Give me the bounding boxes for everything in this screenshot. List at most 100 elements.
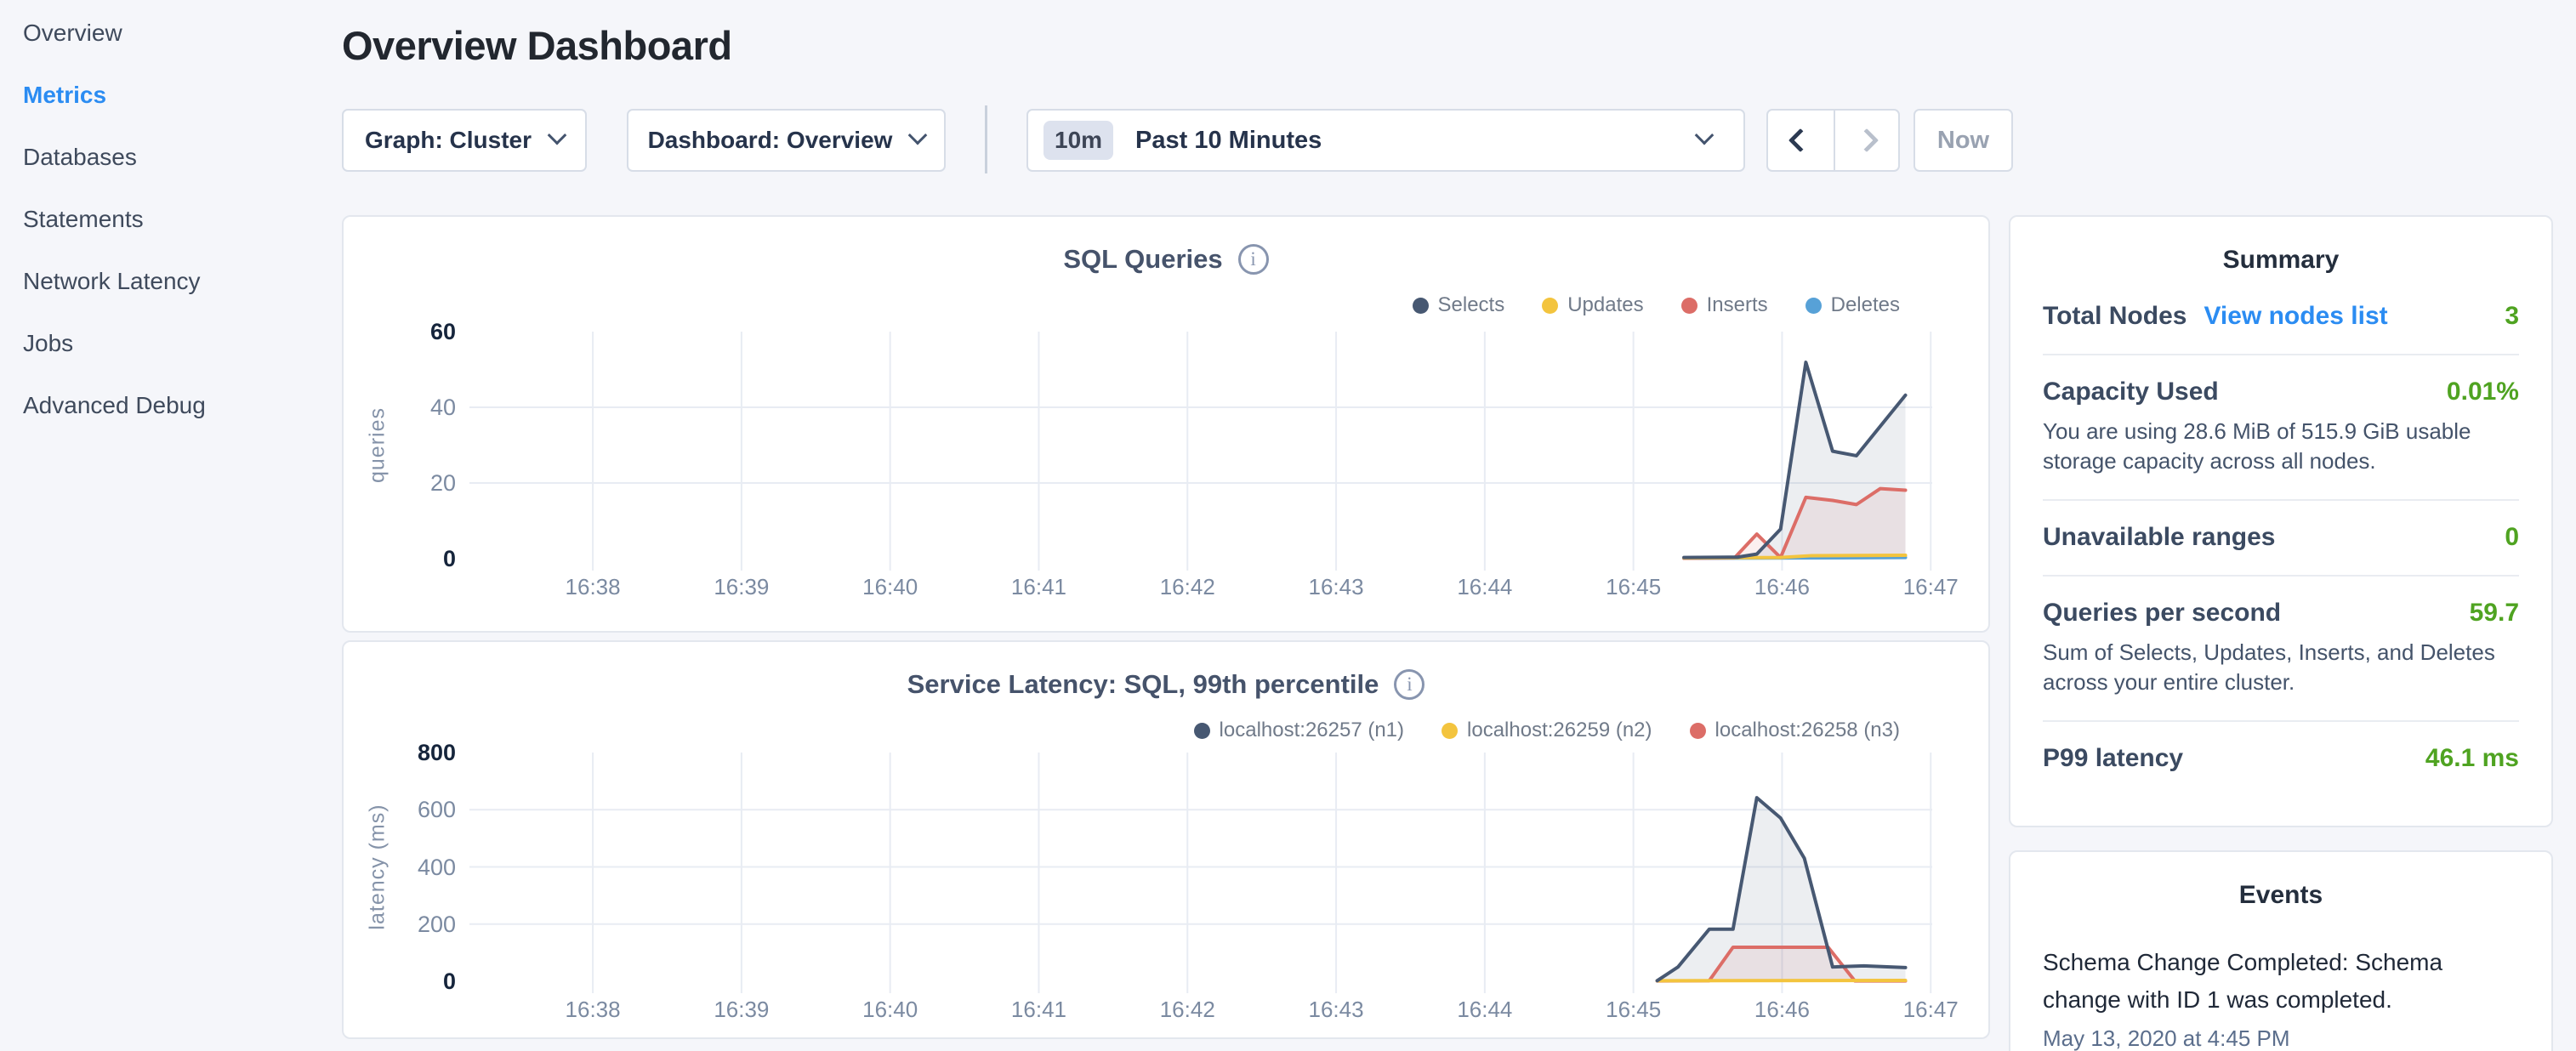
y-axis-tick-label: 40	[345, 394, 456, 421]
legend-label: Selects	[1438, 293, 1505, 317]
summary-row-label: Queries per second	[2043, 599, 2281, 628]
x-axis-tick-label: 16:45	[1570, 997, 1697, 1023]
chart-legend: Selects Updates Inserts Deletes	[1413, 293, 1901, 317]
summary-row-value: 3	[2505, 302, 2519, 331]
y-axis-tick-label: 0	[345, 545, 456, 572]
chevron-down-icon	[1695, 126, 1714, 145]
summary-row-total-nodes: Total Nodes View nodes list 3	[2043, 280, 2519, 355]
x-axis-tick-label: 16:43	[1272, 997, 1400, 1023]
summary-row-description: Sum of Selects, Updates, Inserts, and De…	[2043, 638, 2519, 697]
summary-row-label: Capacity Used	[2043, 378, 2219, 406]
view-nodes-list-link[interactable]: View nodes list	[2204, 302, 2387, 331]
event-item: Schema Change Completed: Schema change w…	[2043, 944, 2519, 1051]
summary-row-value: 0	[2505, 523, 2519, 552]
legend-dot-icon	[1805, 298, 1822, 314]
sidebar-item-overview[interactable]: Overview	[0, 2, 337, 64]
legend-item-localhost-26259-n2-[interactable]: localhost:26259 (n2)	[1442, 719, 1652, 742]
x-axis-tick-label: 16:47	[1867, 574, 1994, 600]
legend-label: Inserts	[1707, 293, 1768, 317]
x-axis-tick-label: 16:39	[678, 997, 805, 1023]
legend-item-deletes[interactable]: Deletes	[1805, 293, 1900, 317]
x-axis-tick-label: 16:44	[1421, 574, 1549, 600]
service-latency-chart-card: Service Latency: SQL, 99th percentile i …	[342, 640, 1990, 1039]
chevron-right-icon	[1855, 128, 1879, 152]
x-axis-tick-label: 16:46	[1718, 997, 1845, 1023]
legend-label: Updates	[1567, 293, 1643, 317]
legend-dot-icon	[1681, 298, 1697, 314]
legend-dot-icon	[1542, 298, 1558, 314]
chart-legend: localhost:26257 (n1) localhost:26259 (n2)…	[1194, 719, 1900, 742]
legend-item-localhost-26257-n1-[interactable]: localhost:26257 (n1)	[1194, 719, 1404, 742]
sidebar-item-metrics[interactable]: Metrics	[0, 64, 337, 126]
x-axis-tick-label: 16:45	[1570, 574, 1697, 600]
x-axis-tick-label: 16:40	[827, 574, 954, 600]
service-latency-plot-area[interactable]	[469, 753, 1932, 981]
y-axis-unit-label: queries	[366, 317, 390, 572]
event-message: Schema Change Completed: Schema change w…	[2043, 944, 2451, 1019]
sidebar-item-jobs[interactable]: Jobs	[0, 312, 337, 374]
y-axis-tick-label: 800	[345, 739, 456, 766]
chevron-down-icon	[908, 126, 928, 145]
summary-title: Summary	[2043, 246, 2519, 275]
dashboard-dropdown[interactable]: Dashboard: Overview	[627, 109, 946, 172]
info-icon[interactable]: i	[1238, 244, 1269, 275]
legend-dot-icon	[1690, 723, 1706, 739]
time-step-back-button[interactable]	[1768, 111, 1834, 170]
x-axis-tick-label: 16:42	[1123, 997, 1251, 1023]
y-axis-tick-label: 60	[345, 318, 456, 345]
graph-scope-dropdown[interactable]: Graph: Cluster	[342, 109, 587, 172]
summary-row-value: 46.1 ms	[2425, 744, 2519, 773]
sidebar: OverviewMetricsDatabasesStatementsNetwor…	[0, 0, 337, 1051]
sql-queries-plot-area[interactable]	[469, 332, 1932, 559]
summary-row-queries-per-second: Queries per second 59.7 Sum of Selects, Up…	[2043, 577, 2519, 722]
controls-divider	[985, 105, 987, 173]
chart-title: Service Latency: SQL, 99th percentile	[907, 669, 1379, 700]
time-range-label: Past 10 Minutes	[1135, 127, 1679, 155]
now-button[interactable]: Now	[1914, 109, 2013, 172]
time-step-buttons	[1766, 109, 1900, 172]
summary-row-value: 0.01%	[2447, 378, 2519, 406]
y-axis-tick-label: 200	[345, 911, 456, 938]
sidebar-item-advanced-debug[interactable]: Advanced Debug	[0, 374, 337, 436]
legend-item-localhost-26258-n3-[interactable]: localhost:26258 (n3)	[1690, 719, 1900, 742]
time-range-badge: 10m	[1043, 121, 1113, 160]
y-axis-tick-label: 20	[345, 469, 456, 497]
legend-dot-icon	[1413, 298, 1429, 314]
summary-row-label: P99 latency	[2043, 744, 2183, 773]
time-range-dropdown[interactable]: 10m Past 10 Minutes	[1026, 109, 1745, 172]
chevron-left-icon	[1788, 128, 1812, 152]
legend-item-inserts[interactable]: Inserts	[1681, 293, 1768, 317]
sql-queries-chart-card: SQL Queries i Selects Updates Inserts Delet…	[342, 215, 1990, 633]
legend-label: Deletes	[1831, 293, 1900, 317]
summary-row-description: You are using 28.6 MiB of 515.9 GiB usab…	[2043, 417, 2519, 476]
summary-row-p99-latency: P99 latency 46.1 ms	[2043, 722, 2519, 796]
x-axis-tick-label: 16:47	[1867, 997, 1994, 1023]
summary-row-label: Total Nodes	[2043, 302, 2186, 331]
x-axis-tick-label: 16:41	[975, 997, 1102, 1023]
x-axis-tick-label: 16:44	[1421, 997, 1549, 1023]
sidebar-item-databases[interactable]: Databases	[0, 126, 337, 188]
legend-dot-icon	[1194, 723, 1210, 739]
event-timestamp: May 13, 2020 at 4:45 PM	[2043, 1025, 2519, 1051]
chart-title: SQL Queries	[1063, 244, 1222, 275]
legend-label: localhost:26259 (n2)	[1467, 719, 1652, 742]
x-axis-tick-label: 16:43	[1272, 574, 1400, 600]
sidebar-item-statements[interactable]: Statements	[0, 188, 337, 250]
info-icon[interactable]: i	[1394, 669, 1424, 700]
chevron-down-icon	[548, 126, 567, 145]
events-title: Events	[2043, 881, 2519, 910]
y-axis-tick-label: 600	[345, 796, 456, 823]
x-axis-tick-label: 16:40	[827, 997, 954, 1023]
legend-label: localhost:26257 (n1)	[1220, 719, 1404, 742]
legend-item-updates[interactable]: Updates	[1542, 293, 1643, 317]
sidebar-item-network-latency[interactable]: Network Latency	[0, 250, 337, 312]
summary-row-capacity-used: Capacity Used 0.01% You are using 28.6 MiB…	[2043, 355, 2519, 501]
legend-label: localhost:26258 (n3)	[1715, 719, 1900, 742]
y-axis-tick-label: 0	[345, 968, 456, 995]
summary-row-label: Unavailable ranges	[2043, 523, 2275, 552]
summary-row-value: 59.7	[2470, 599, 2519, 628]
events-panel: Events Schema Change Completed: Schema c…	[2009, 850, 2553, 1051]
time-step-forward-button[interactable]	[1834, 111, 1899, 170]
legend-item-selects[interactable]: Selects	[1413, 293, 1505, 317]
x-axis-tick-label: 16:38	[529, 997, 657, 1023]
